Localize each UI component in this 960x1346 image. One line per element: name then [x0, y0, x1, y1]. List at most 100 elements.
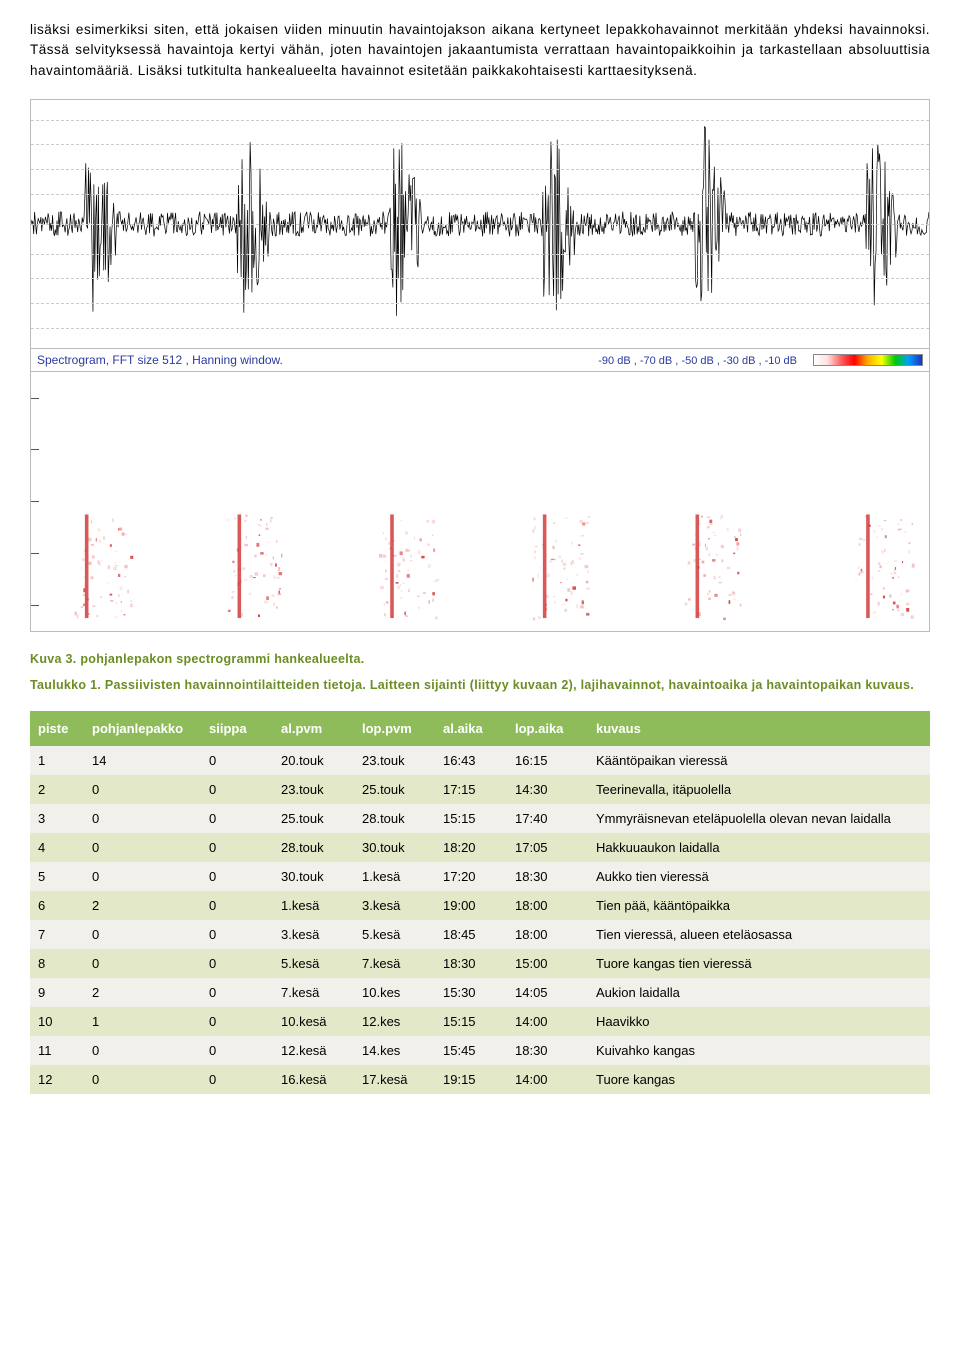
table-cell: 30.touk: [354, 833, 435, 862]
table-cell: 6: [30, 891, 84, 920]
table-cell: 14: [84, 746, 201, 775]
table-cell: Aukion laidalla: [588, 978, 930, 1007]
table-cell: 17:15: [435, 775, 507, 804]
table-row: 101010.kesä12.kes15:1514:00Haavikko: [30, 1007, 930, 1036]
table-cell: 7.kesä: [273, 978, 354, 1007]
table-header-cell: lop.pvm: [354, 711, 435, 746]
table-cell: 0: [84, 1036, 201, 1065]
table-cell: 1: [84, 1007, 201, 1036]
spectrogram-header-text: Spectrogram, FFT size 512 , Hanning wind…: [37, 353, 283, 367]
intro-paragraph: lisäksi esimerkiksi siten, että jokaisen…: [30, 20, 930, 81]
table-header-cell: siippa: [201, 711, 273, 746]
table-cell: 19:00: [435, 891, 507, 920]
table-cell: 0: [201, 920, 273, 949]
table-cell: 2: [30, 775, 84, 804]
table-header-row: pistepohjanlepakkosiippaal.pvmlop.pvmal.…: [30, 711, 930, 746]
table-cell: 11: [30, 1036, 84, 1065]
table-cell: 16:43: [435, 746, 507, 775]
spectrogram-panel: [30, 372, 930, 632]
table-cell: 17.kesä: [354, 1065, 435, 1094]
table-cell: 20.touk: [273, 746, 354, 775]
db-label: -30 dB ,: [723, 355, 765, 367]
table-cell: 30.touk: [273, 862, 354, 891]
table-row: 8005.kesä7.kesä18:3015:00Tuore kangas ti…: [30, 949, 930, 978]
table-cell: 16:15: [507, 746, 588, 775]
table-cell: 18:00: [507, 920, 588, 949]
table-cell: 28.touk: [273, 833, 354, 862]
table-cell: 14.kes: [354, 1036, 435, 1065]
table-cell: 0: [201, 949, 273, 978]
table-cell: 3.kesä: [273, 920, 354, 949]
db-label: -70 dB ,: [640, 355, 682, 367]
table-cell: 17:05: [507, 833, 588, 862]
table-cell: 14:30: [507, 775, 588, 804]
table-row: 50030.touk1.kesä17:2018:30Aukko tien vie…: [30, 862, 930, 891]
table-cell: Hakkuuaukon laidalla: [588, 833, 930, 862]
table-row: 30025.touk28.touk15:1517:40Ymmyräisnevan…: [30, 804, 930, 833]
table-cell: 23.touk: [273, 775, 354, 804]
db-label: -10 dB: [765, 355, 797, 367]
table-cell: 4: [30, 833, 84, 862]
table-cell: 5: [30, 862, 84, 891]
table-cell: 5.kesä: [354, 920, 435, 949]
table-cell: 0: [201, 978, 273, 1007]
table-row: 40028.touk30.touk18:2017:05Hakkuuaukon l…: [30, 833, 930, 862]
table-cell: Kääntöpaikan vieressä: [588, 746, 930, 775]
table-cell: 14:00: [507, 1065, 588, 1094]
table-cell: Aukko tien vieressä: [588, 862, 930, 891]
table-header-cell: piste: [30, 711, 84, 746]
table-cell: 3.kesä: [354, 891, 435, 920]
table-header-cell: al.aika: [435, 711, 507, 746]
table-cell: 18:30: [507, 1036, 588, 1065]
table-cell: 7.kesä: [354, 949, 435, 978]
spectrogram-figure: Spectrogram, FFT size 512 , Hanning wind…: [30, 99, 930, 632]
table-cell: 0: [201, 833, 273, 862]
table-cell: 15:45: [435, 1036, 507, 1065]
table-cell: 16.kesä: [273, 1065, 354, 1094]
table-cell: 7: [30, 920, 84, 949]
table-cell: 15:00: [507, 949, 588, 978]
table-cell: Tuore kangas tien vieressä: [588, 949, 930, 978]
table-cell: 18:20: [435, 833, 507, 862]
table-row: 20023.touk25.touk17:1514:30Teerinevalla,…: [30, 775, 930, 804]
figure-caption: Kuva 3. pohjanlepakon spectrogrammi hank…: [30, 652, 930, 666]
table-cell: Tien vieressä, alueen eteläosassa: [588, 920, 930, 949]
table-cell: 0: [201, 862, 273, 891]
colorbar: [813, 354, 923, 366]
table-cell: 15:30: [435, 978, 507, 1007]
table-cell: 9: [30, 978, 84, 1007]
table-cell: 0: [201, 1007, 273, 1036]
table-cell: 10.kes: [354, 978, 435, 1007]
table-cell: 0: [201, 1036, 273, 1065]
table-cell: 19:15: [435, 1065, 507, 1094]
table-cell: 14:00: [507, 1007, 588, 1036]
table-cell: 10.kesä: [273, 1007, 354, 1036]
table-cell: Haavikko: [588, 1007, 930, 1036]
table-cell: 0: [84, 949, 201, 978]
table-row: 7003.kesä5.kesä18:4518:00Tien vieressä, …: [30, 920, 930, 949]
table-cell: 1.kesä: [354, 862, 435, 891]
spectrogram-legend: -90 dB , -70 dB , -50 dB , -30 dB , -10 …: [598, 353, 923, 367]
spectrogram-header: Spectrogram, FFT size 512 , Hanning wind…: [30, 349, 930, 372]
table-header-cell: kuvaus: [588, 711, 930, 746]
table-cell: 0: [201, 775, 273, 804]
table-cell: 17:20: [435, 862, 507, 891]
table-cell: 18:45: [435, 920, 507, 949]
table-header-cell: al.pvm: [273, 711, 354, 746]
table-cell: Tuore kangas: [588, 1065, 930, 1094]
observations-table: pistepohjanlepakkosiippaal.pvmlop.pvmal.…: [30, 711, 930, 1094]
table-header-cell: lop.aika: [507, 711, 588, 746]
db-label: -90 dB ,: [598, 355, 640, 367]
table-cell: 25.touk: [354, 775, 435, 804]
table-row: 6201.kesä3.kesä19:0018:00Tien pää, käänt…: [30, 891, 930, 920]
db-label: -50 dB ,: [681, 355, 723, 367]
table-caption: Taulukko 1. Passiivisten havainnointilai…: [30, 676, 930, 695]
table-cell: 0: [84, 862, 201, 891]
table-cell: 0: [201, 1065, 273, 1094]
table-row: 114020.touk23.touk16:4316:15Kääntöpaikan…: [30, 746, 930, 775]
table-cell: 0: [84, 833, 201, 862]
table-cell: 0: [84, 775, 201, 804]
table-row: 120016.kesä17.kesä19:1514:00Tuore kangas: [30, 1065, 930, 1094]
table-cell: 0: [84, 804, 201, 833]
table-cell: Teerinevalla, itäpuolella: [588, 775, 930, 804]
